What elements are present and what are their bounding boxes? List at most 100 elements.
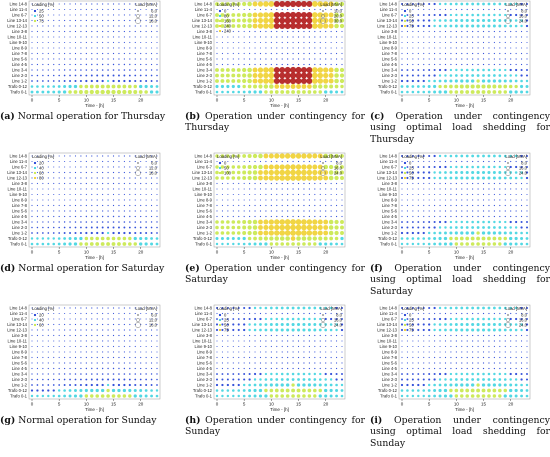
data-point (243, 58, 245, 60)
data-point (134, 69, 137, 71)
data-point (268, 17, 275, 24)
data-point (465, 220, 469, 224)
data-point (273, 78, 280, 84)
data-point (498, 74, 502, 77)
loading-legend-marker (218, 24, 222, 28)
data-point (80, 166, 82, 168)
data-point (80, 155, 82, 157)
data-point (221, 373, 224, 375)
data-point (330, 63, 332, 66)
data-point (254, 41, 256, 44)
data-point (472, 41, 474, 44)
data-point (249, 362, 251, 364)
data-point (102, 182, 104, 185)
data-point (504, 52, 506, 55)
data-point (91, 334, 93, 337)
data-point (470, 231, 475, 235)
data-point (466, 30, 468, 33)
data-point (406, 383, 409, 387)
data-point (221, 242, 224, 246)
loading-legend-marker (218, 9, 222, 13)
data-point (450, 312, 452, 315)
data-point (317, 23, 324, 29)
data-point (63, 232, 66, 234)
data-point (325, 199, 327, 201)
caption-label: (e) (185, 263, 200, 274)
data-point (319, 367, 321, 370)
data-point (270, 356, 272, 359)
caption-label: (i) (370, 415, 383, 426)
data-point (80, 171, 82, 174)
x-tick-label: 15 (296, 98, 302, 103)
data-point (492, 231, 497, 235)
data-point (477, 215, 479, 218)
data-point (151, 312, 153, 315)
data-point (323, 225, 329, 230)
data-point (31, 36, 33, 38)
data-point (325, 58, 327, 60)
load-legend-title: Load [MVA] (320, 2, 342, 7)
data-point (422, 373, 425, 375)
data-point (314, 345, 316, 348)
data-point (112, 52, 115, 55)
data-point (526, 362, 528, 364)
data-point (308, 351, 310, 353)
data-point (493, 193, 495, 196)
data-point (215, 225, 219, 230)
data-point (145, 221, 147, 223)
data-point (216, 312, 218, 315)
data-point (503, 231, 507, 235)
data-point (504, 63, 506, 66)
data-point (248, 378, 251, 381)
data-point (493, 182, 496, 185)
data-point (318, 328, 322, 332)
data-point (270, 345, 272, 348)
data-point (276, 8, 278, 11)
load-legend-marker (506, 166, 510, 170)
data-point (150, 307, 153, 309)
data-point (227, 215, 229, 218)
data-point (47, 69, 49, 71)
data-point (510, 182, 512, 185)
data-point (232, 90, 235, 94)
x-tick-label: 0 (401, 402, 404, 407)
data-point (253, 383, 257, 387)
data-point (102, 204, 104, 207)
data-point (428, 204, 430, 207)
data-point (482, 215, 485, 218)
data-point (334, 153, 339, 159)
data-point (477, 193, 479, 196)
data-point (102, 307, 104, 309)
data-point (42, 36, 44, 38)
data-point (243, 204, 245, 207)
data-point (487, 24, 491, 28)
data-point (111, 388, 116, 393)
data-point (411, 328, 414, 332)
data-point (487, 68, 491, 72)
row-label: Line 11-4 (195, 7, 213, 12)
data-point (231, 18, 236, 23)
data-point (248, 383, 251, 387)
data-point (151, 340, 153, 342)
data-point (79, 79, 82, 83)
data-point (145, 41, 147, 44)
data-point (504, 8, 506, 11)
data-point (520, 334, 523, 337)
data-point (493, 74, 496, 77)
data-point (107, 356, 109, 359)
data-point (269, 328, 273, 332)
data-point (155, 389, 159, 392)
data-point (102, 199, 104, 201)
data-point (341, 8, 343, 11)
data-point (401, 210, 403, 212)
data-point (31, 204, 33, 207)
data-point (156, 356, 158, 359)
data-point (53, 52, 55, 55)
data-point (422, 19, 425, 22)
data-point (290, 230, 296, 236)
data-point (465, 383, 469, 387)
data-point (280, 322, 284, 327)
data-point (417, 47, 419, 49)
data-point (221, 188, 223, 190)
data-point (96, 182, 98, 185)
